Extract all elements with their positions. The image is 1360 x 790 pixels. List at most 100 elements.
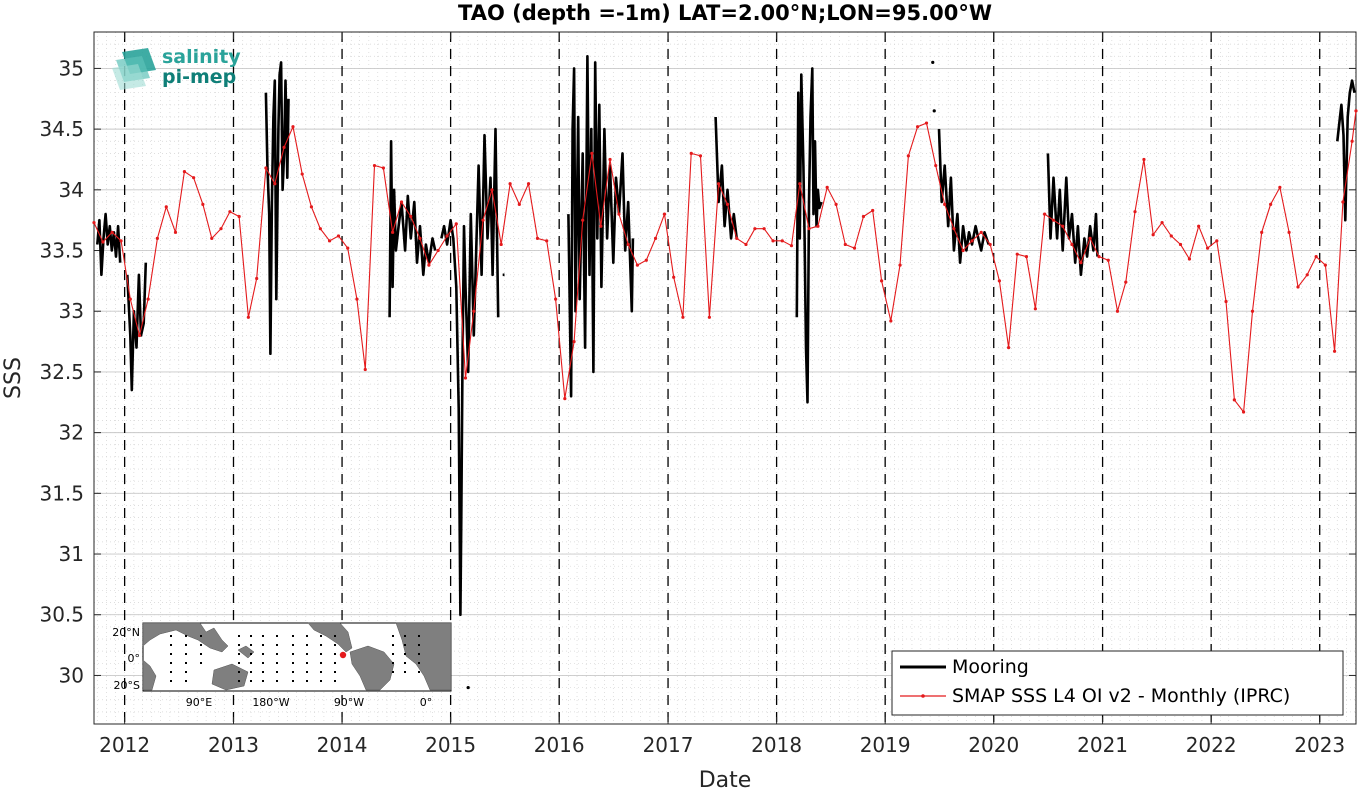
smap-marker <box>590 151 594 156</box>
inset-station-marker <box>238 653 240 655</box>
smap-marker <box>1070 242 1074 247</box>
smap-marker <box>535 236 540 240</box>
inset-station-marker <box>238 644 240 646</box>
inset-lon-label: 180°W <box>252 696 289 709</box>
smap-marker <box>626 242 630 247</box>
inset-station-marker <box>200 635 202 637</box>
legend-label-mooring: Mooring <box>952 656 1029 678</box>
smap-marker <box>1341 200 1345 204</box>
inset-station-marker <box>185 635 187 637</box>
y-tick-label: 33 <box>59 299 84 323</box>
inset-station-marker <box>250 653 252 655</box>
inset-station-marker <box>392 662 394 664</box>
inset-station-marker <box>418 653 420 655</box>
inset-station-marker <box>392 671 394 673</box>
smap-marker <box>979 230 983 234</box>
smap-marker <box>445 234 449 238</box>
smap-marker <box>192 176 196 180</box>
y-tick-label: 33.5 <box>39 239 84 263</box>
smap-marker <box>173 230 178 234</box>
smap-marker <box>635 263 640 267</box>
smap-marker <box>1350 139 1354 143</box>
smap-marker <box>355 297 359 301</box>
smap-marker <box>1296 285 1300 289</box>
inset-station-marker <box>404 671 406 673</box>
mooring-line-segment <box>126 262 148 392</box>
inset-station-marker <box>320 662 322 664</box>
inset-station-marker <box>250 644 252 646</box>
logo-mark-icon <box>112 48 156 90</box>
smap-marker <box>1007 346 1011 350</box>
smap-marker <box>1061 224 1065 228</box>
x-tick-label: 2013 <box>208 733 259 757</box>
smap-marker <box>1260 230 1264 234</box>
x-ticks: 2012 2013 2014 2015 2016 2017 2018 2019 2020 2021… <box>99 32 1345 757</box>
smap-marker <box>146 297 150 301</box>
smap-marker <box>1205 246 1210 250</box>
smap-marker <box>1133 210 1137 214</box>
smap-marker <box>672 275 676 279</box>
x-tick-label: 2017 <box>643 733 694 757</box>
smap-marker <box>1269 202 1273 206</box>
y-tick-label: 34.5 <box>39 117 84 141</box>
smap-marker <box>1169 234 1173 238</box>
plot-area: 30 30.5 31 31.5 32 32.5 33 33.5 34 34.5 35 2012 2013… <box>39 31 1358 757</box>
inset-land <box>142 659 157 691</box>
inset-station-marker <box>334 653 336 655</box>
series-mooring <box>96 54 1356 690</box>
inset-station-marker <box>306 653 308 655</box>
smap-marker <box>771 239 775 243</box>
logo-text-salinity: salinity <box>162 46 241 68</box>
smap-marker <box>879 279 884 283</box>
inset-station-marker <box>320 671 322 673</box>
smap-marker <box>545 239 549 243</box>
y-tick-label: 31 <box>59 542 84 566</box>
inset-station-marker <box>334 644 336 646</box>
inset-station-marker <box>170 671 172 673</box>
inset-lat-label: 20°S <box>114 679 140 692</box>
smap-marker <box>110 230 114 234</box>
smap-marker <box>264 166 268 170</box>
inset-station-marker <box>276 662 278 664</box>
smap-marker <box>952 227 956 231</box>
series-smap <box>92 109 1358 414</box>
year-boundary-lines <box>123 32 1321 724</box>
mooring-line-segment <box>440 127 500 617</box>
smap-marker <box>1314 254 1318 259</box>
inset-station-marker <box>238 680 240 682</box>
mooring-line-segment <box>264 61 290 356</box>
inset-station-marker <box>418 635 420 637</box>
inset-station-marker <box>276 653 278 655</box>
smap-marker <box>463 376 468 380</box>
legend: Mooring SMAP SSS L4 OI v2 - Monthly (IPR… <box>891 650 1344 716</box>
legend-marker-smap <box>921 694 925 698</box>
smap-marker <box>889 319 893 323</box>
smap-marker <box>608 157 612 162</box>
inset-land <box>307 622 353 653</box>
smap-marker <box>843 242 847 247</box>
smap-marker <box>572 339 576 344</box>
inset-station-marker <box>250 680 252 682</box>
smap-marker <box>554 297 558 301</box>
inset-station-marker <box>320 644 322 646</box>
smap-marker <box>934 163 938 168</box>
smap-marker <box>1250 309 1255 313</box>
smap-marker <box>1151 233 1155 237</box>
inset-station-marker <box>334 635 336 637</box>
inset-land <box>142 622 229 653</box>
inset-station-marker <box>170 662 172 664</box>
smap-marker <box>92 221 96 225</box>
smap-marker <box>436 248 440 253</box>
inset-station-marker <box>262 671 264 673</box>
y-tick-label: 32.5 <box>39 360 84 384</box>
smap-marker <box>363 367 367 372</box>
smap-marker <box>255 276 259 281</box>
inset-station-marker <box>276 671 278 673</box>
x-tick-label: 2023 <box>1294 733 1345 757</box>
inset-station-marker <box>238 635 240 637</box>
smap-marker <box>237 214 241 219</box>
mooring-line-segment <box>567 54 635 398</box>
legend-box <box>891 650 1344 716</box>
x-tick-label: 2019 <box>860 733 911 757</box>
smap-marker <box>581 218 585 222</box>
